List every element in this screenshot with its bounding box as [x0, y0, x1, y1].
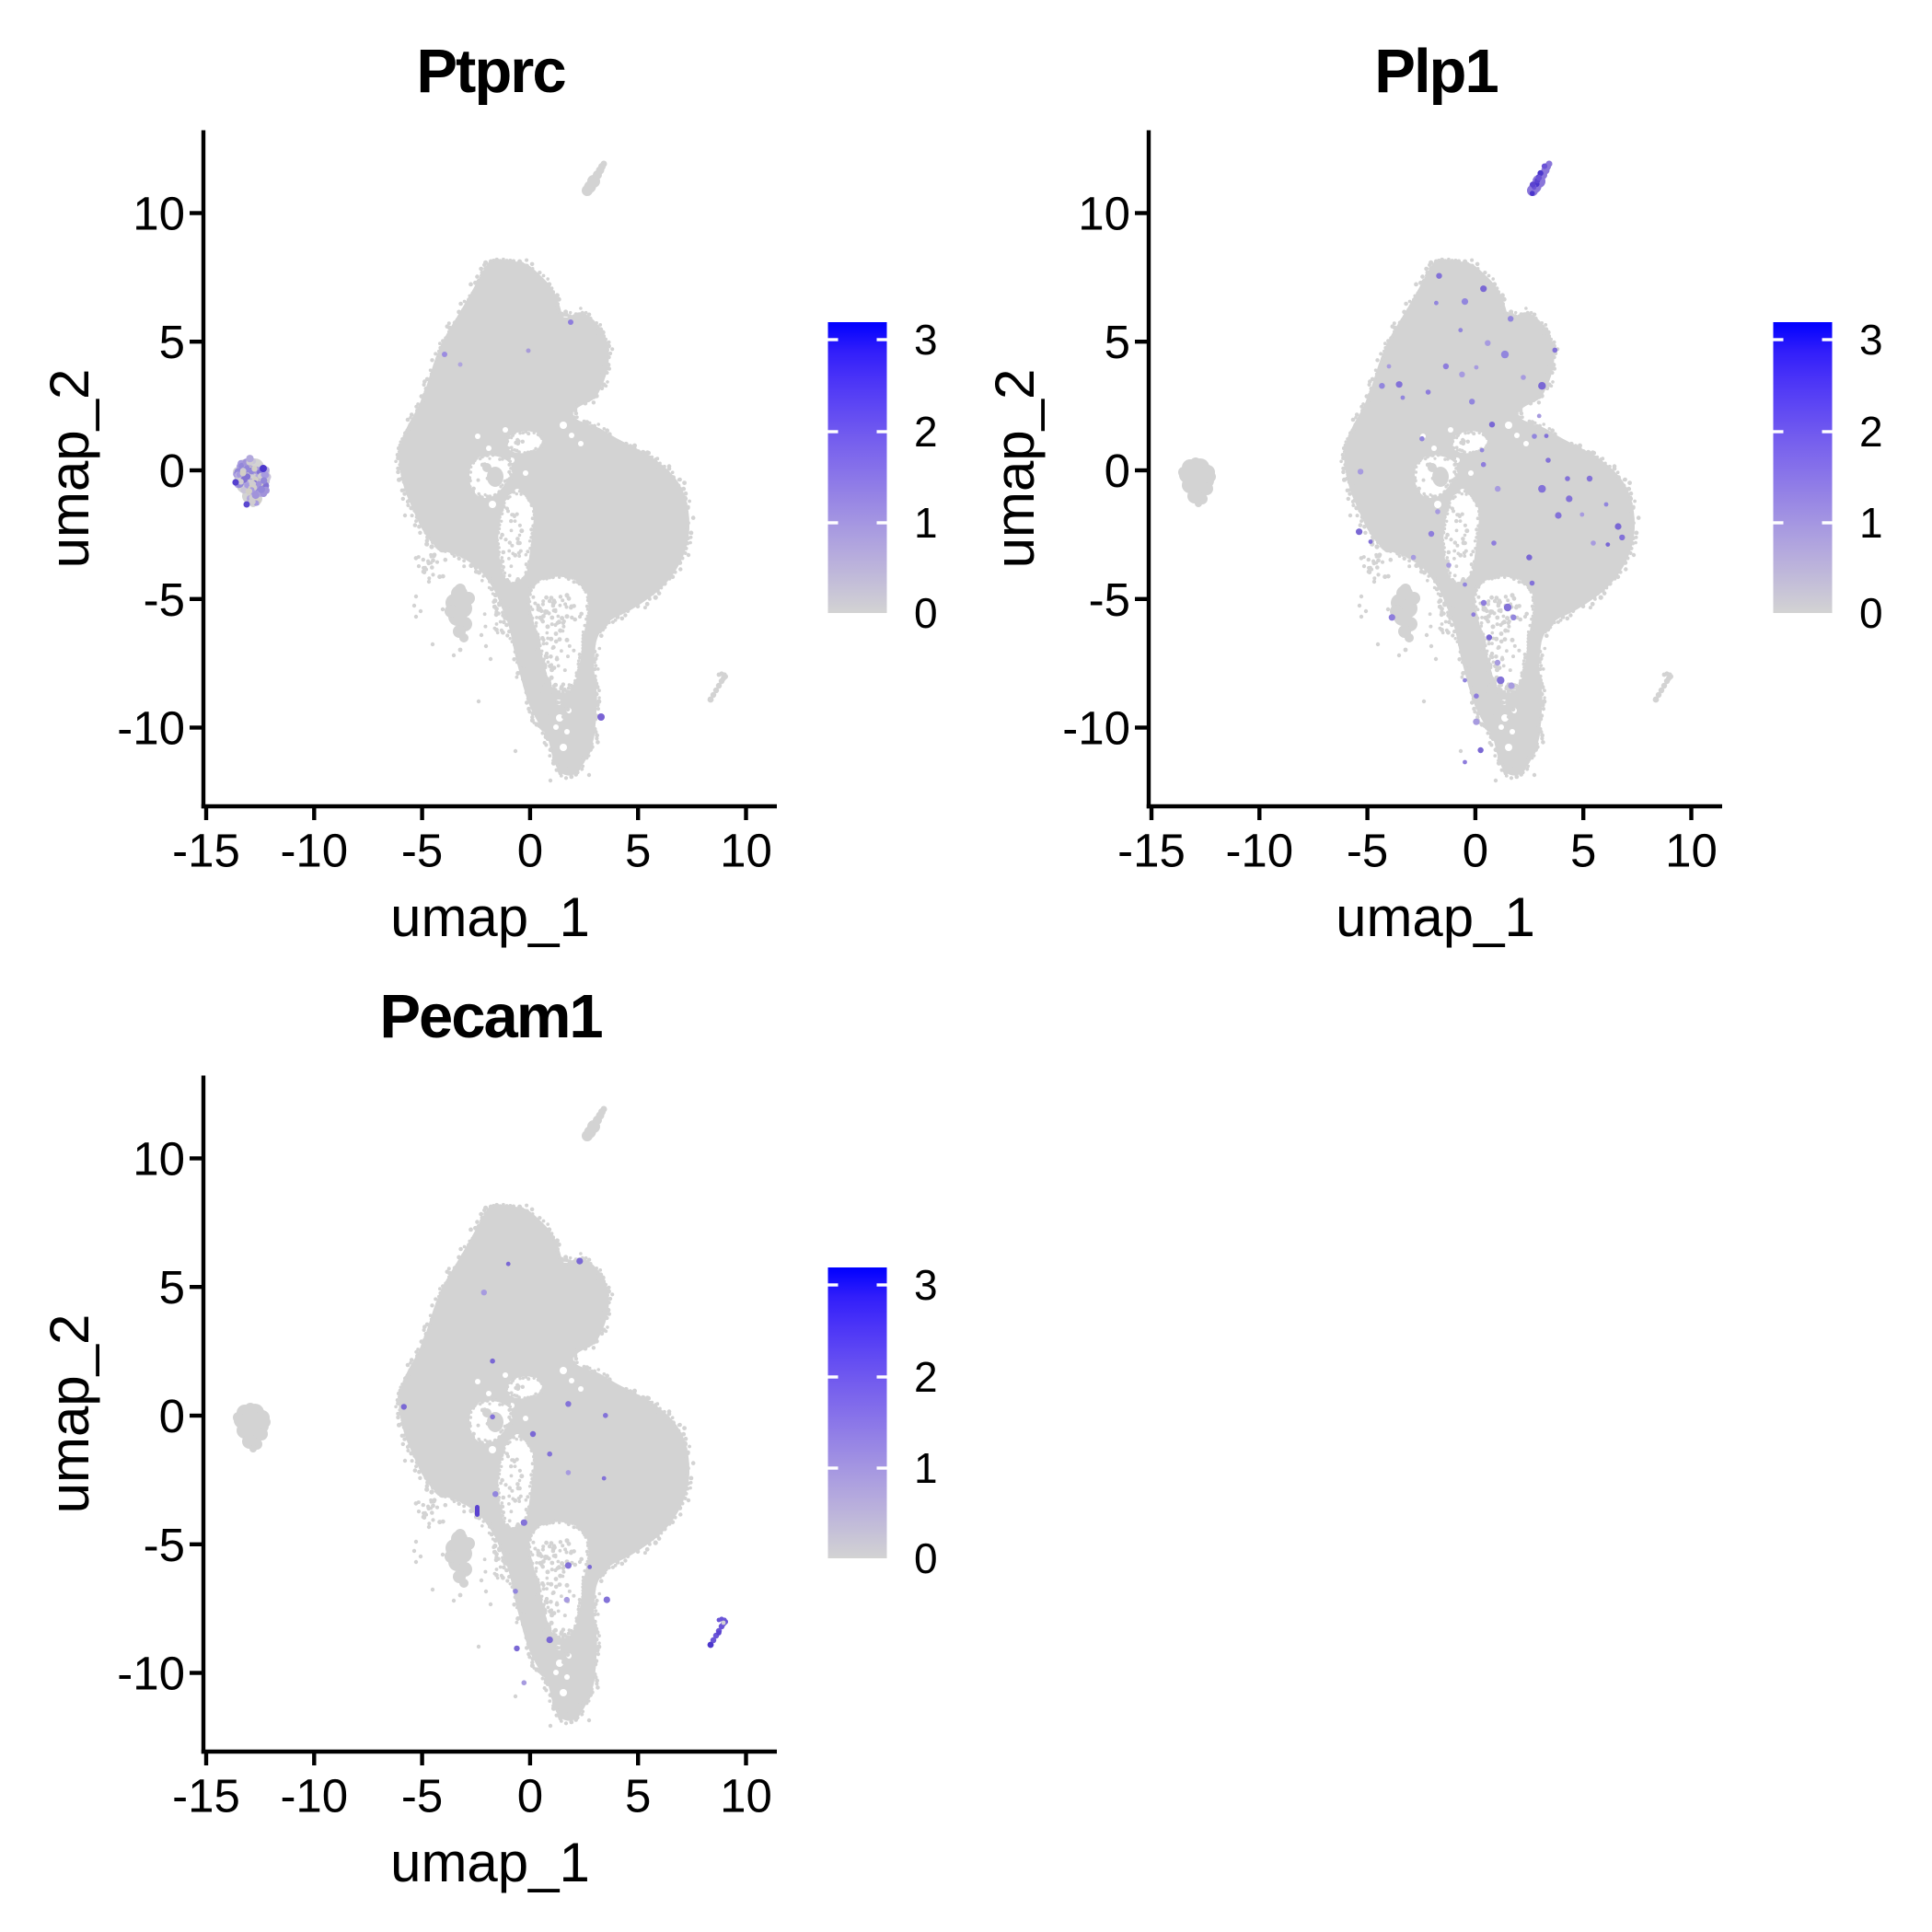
svg-text:Plp1: Plp1 [1374, 37, 1498, 106]
svg-text:Ptprc: Ptprc [416, 37, 565, 106]
svg-text:Pecam1: Pecam1 [379, 982, 602, 1051]
